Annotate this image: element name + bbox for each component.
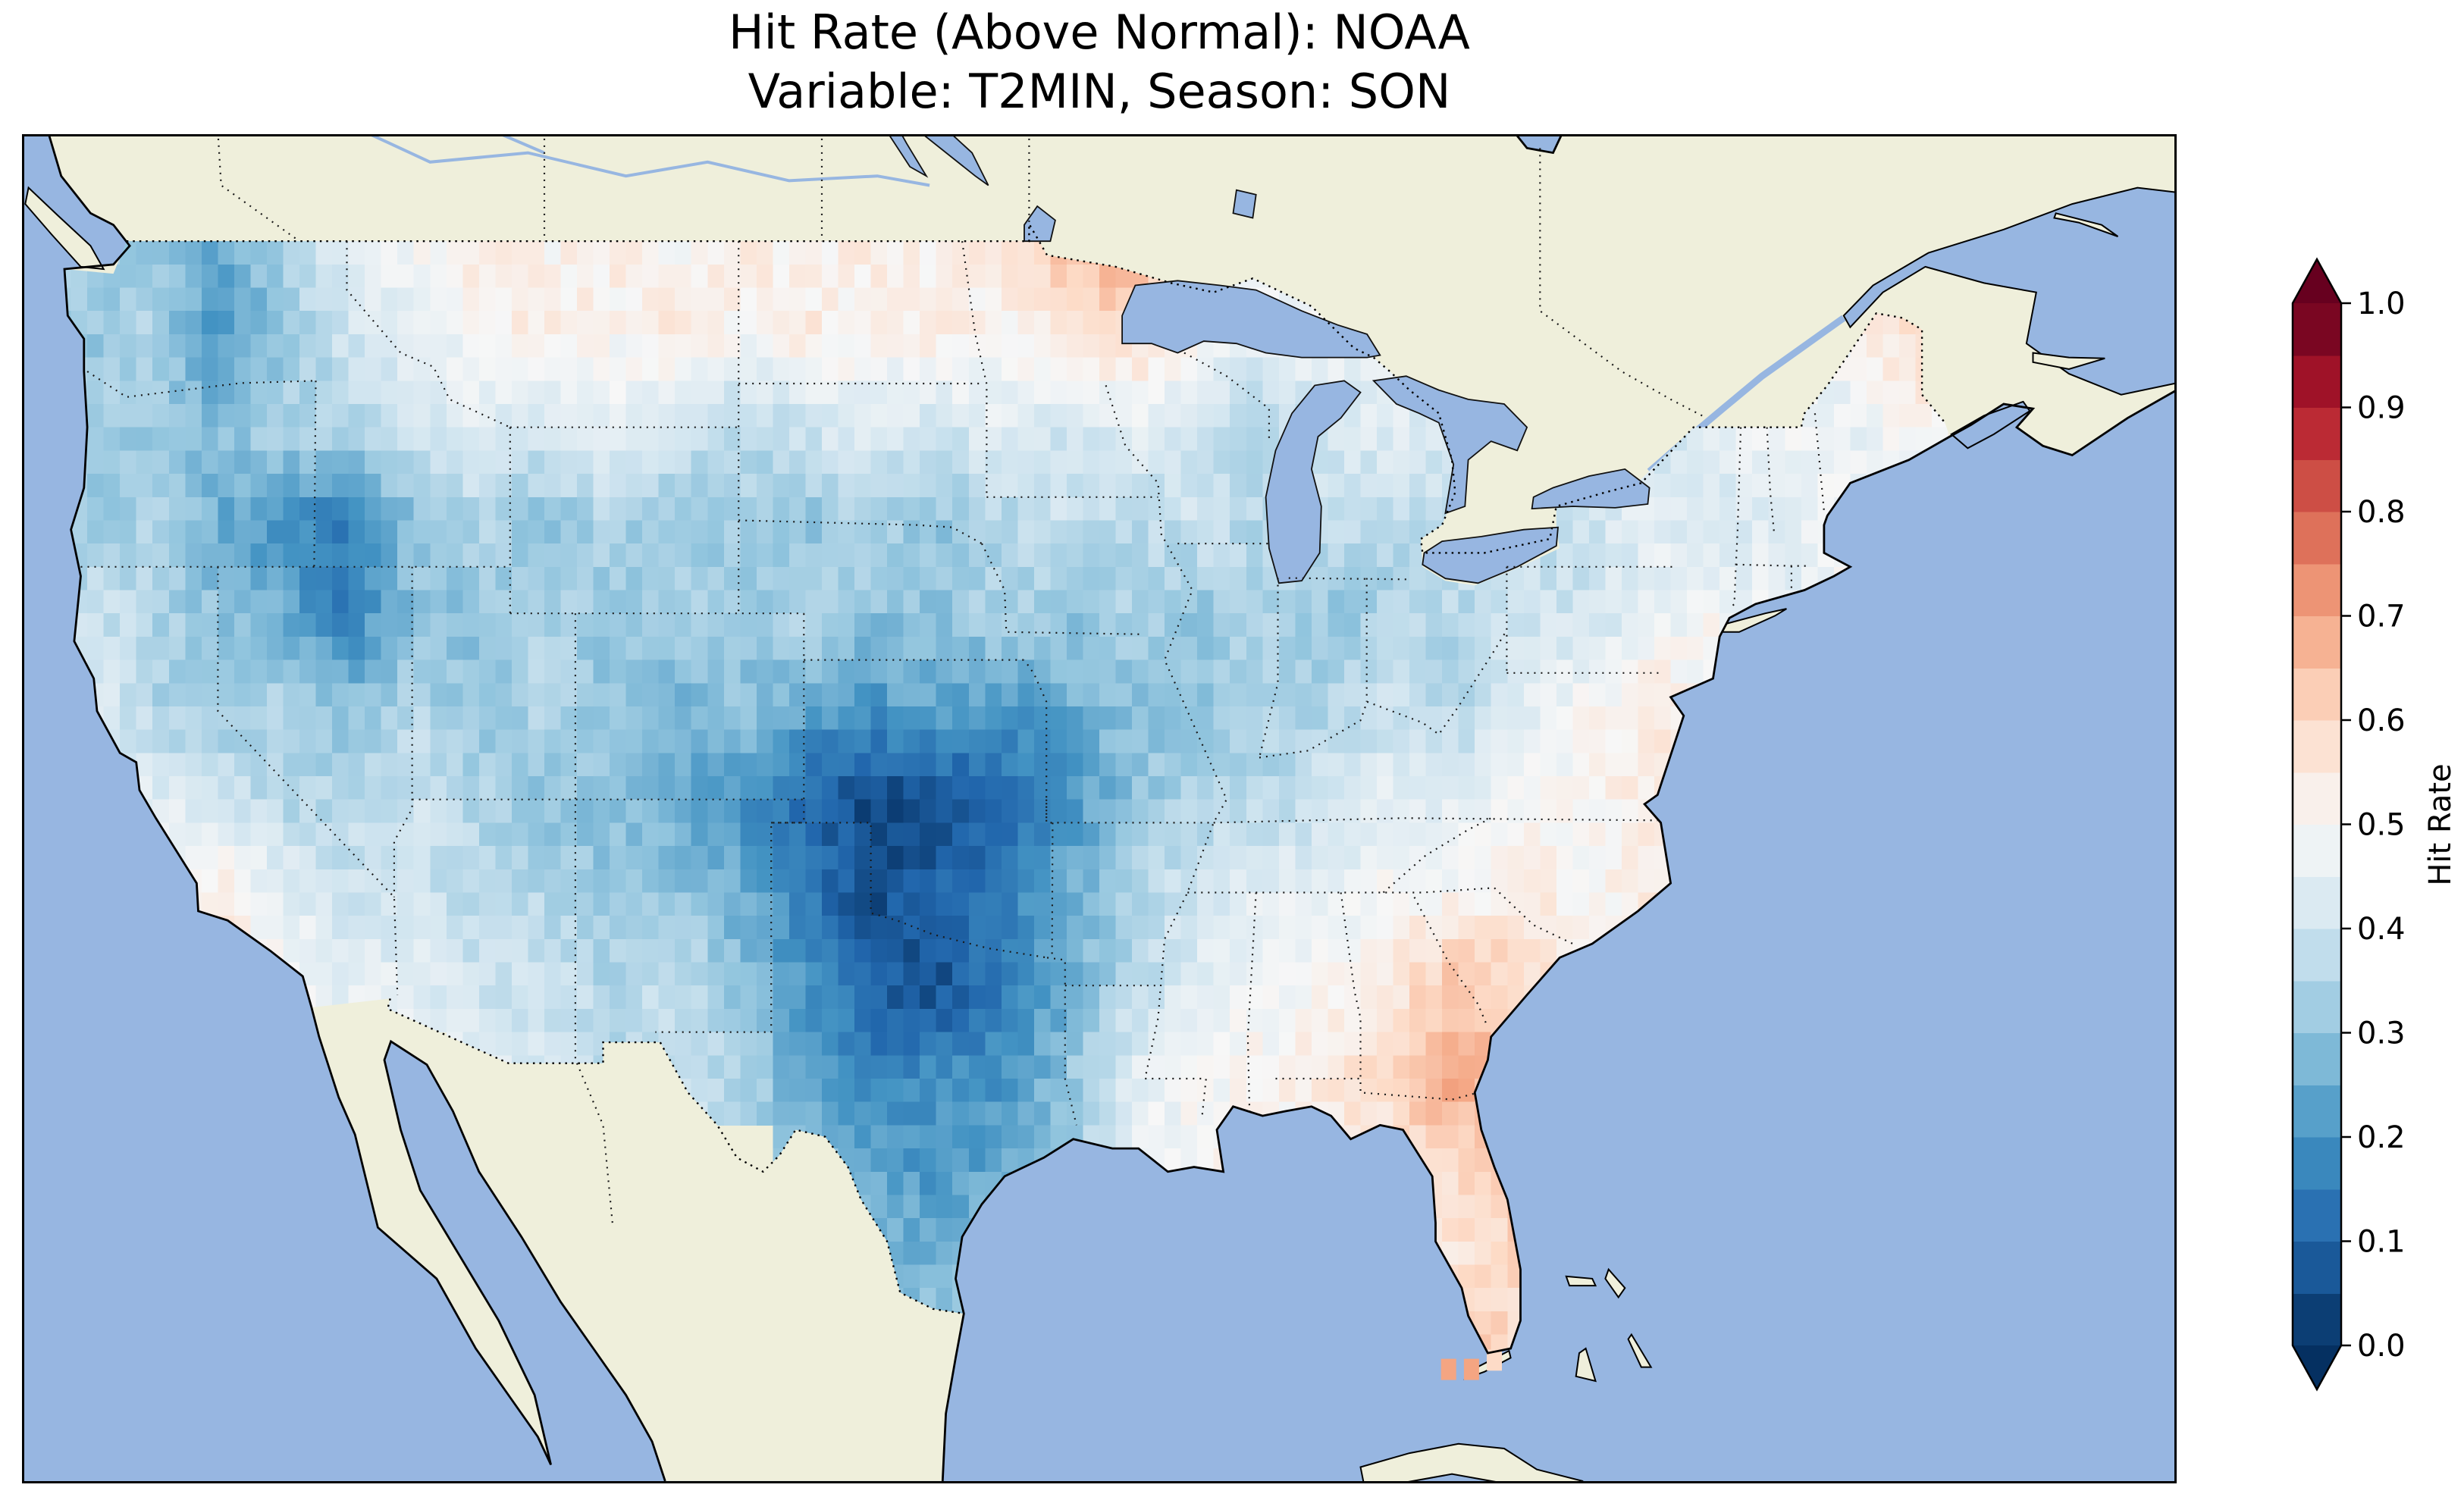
lake-of-the-woods [1024, 205, 1056, 243]
grand-bahama [1565, 1275, 1597, 1287]
cuba [1359, 1442, 1586, 1483]
colorbar-tick-label: 0.9 [2357, 391, 2406, 426]
colorbar-tick-label: 0.8 [2357, 495, 2406, 530]
lake-winnipeg [921, 134, 989, 186]
plot-frame [22, 134, 2177, 1483]
lake-superior [1121, 280, 1381, 359]
vancouver-island [24, 186, 105, 271]
prince-edward-island [2032, 352, 2105, 371]
colorbar-tick-label: 0.6 [2357, 703, 2406, 738]
colorbar-tick-label: 0.7 [2357, 600, 2406, 634]
state-borders [80, 134, 1825, 1228]
james-bay-coast [1514, 134, 1563, 155]
colorbar-extend-min [2293, 1345, 2341, 1389]
colorbar-axis-label: Hit Rate [2423, 763, 2458, 885]
eleuthera [1627, 1333, 1653, 1368]
lake-erie [1422, 526, 1559, 584]
heatmap-extra-cell [1487, 1349, 1502, 1371]
colorbar-tick-label: 0.2 [2357, 1120, 2406, 1155]
colorbar-tick-label: 0.3 [2357, 1016, 2406, 1051]
gulf-of-st-lawrence [1842, 186, 2177, 396]
colorbar-extend-max [2293, 259, 2341, 303]
coastline-east [941, 389, 2177, 1481]
coastline-west [47, 134, 666, 1482]
colorbar: Hit Rate 0.0 0.1 0.2 0.3 0.4 0.5 0.6 0.7 0.8 0.9 1… [2291, 257, 2458, 1392]
figure-title-line2: Variable: T2MIN, Season: SON [748, 64, 1451, 119]
abaco [1604, 1267, 1626, 1299]
colorbar-tick-label: 0.4 [2357, 912, 2406, 947]
country-borders [126, 221, 1946, 1315]
heatmap-extra-cell [1440, 1358, 1456, 1380]
colorbar-tick-label: 0.5 [2357, 808, 2406, 843]
colorbar-tick-label: 0.0 [2357, 1329, 2406, 1364]
lake-michigan [1265, 380, 1362, 584]
lake-nipigon [1232, 189, 1257, 219]
anticosti-island [2053, 212, 2119, 237]
lake-manitoba [888, 134, 929, 178]
figure-title-line1: Hit Rate (Above Normal): NOAA [729, 5, 1470, 60]
lake-huron [1372, 375, 1528, 515]
figure-title: Hit Rate (Above Normal): NOAA Variable: … [22, 3, 2177, 121]
lake-ontario [1531, 468, 1651, 510]
colorbar-tick-label: 1.0 [2357, 287, 2406, 321]
colorbar-tick-label: 0.1 [2357, 1225, 2406, 1260]
colorbar-gradient [2293, 303, 2341, 1346]
heatmap-extra-cell [1463, 1358, 1479, 1380]
map-canvas [22, 134, 2177, 1483]
andros [1575, 1347, 1597, 1383]
river-saskatchewan [366, 134, 930, 187]
